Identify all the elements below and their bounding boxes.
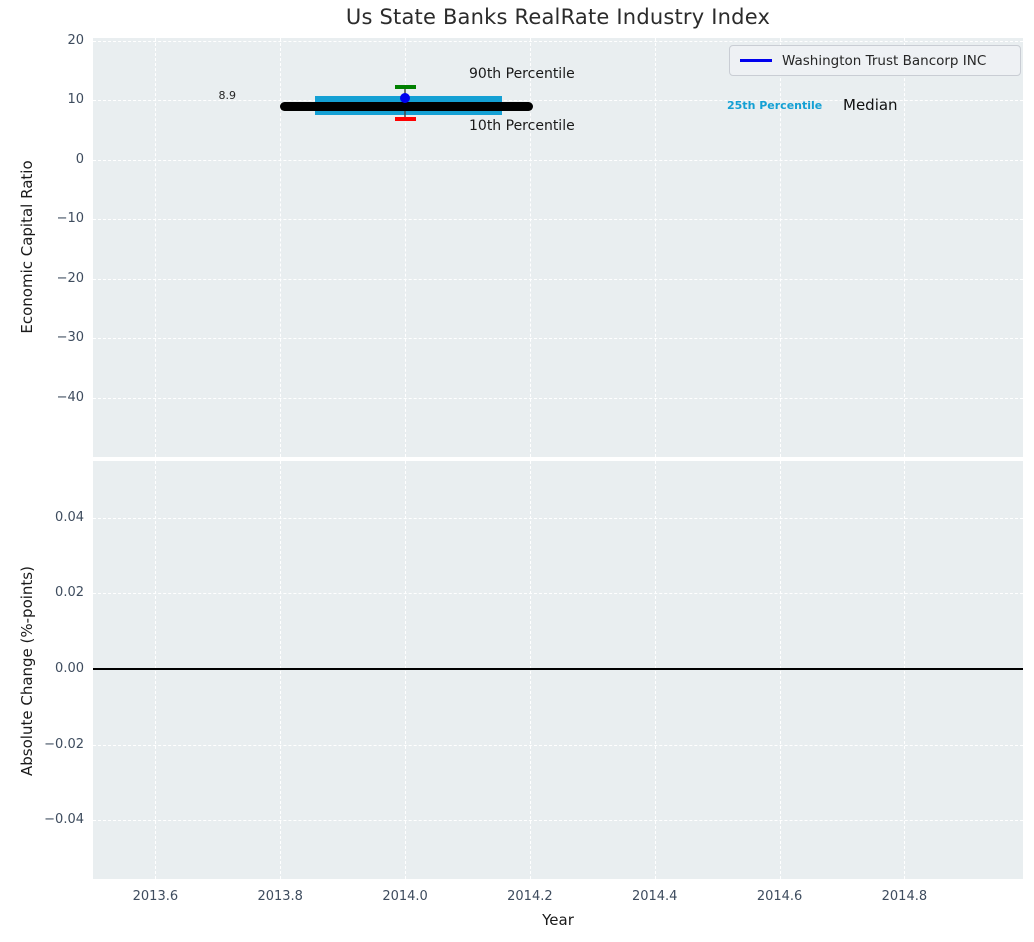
y-tick-label: −0.04 <box>44 812 84 828</box>
chart-title: Us State Banks RealRate Industry Index <box>345 5 771 29</box>
legend: Washington Trust Bancorp INC <box>729 45 1021 76</box>
x-tick-label: 2014.2 <box>507 889 553 904</box>
y-tick-label: 20 <box>67 33 84 48</box>
median-label: Median <box>843 96 898 114</box>
y-tick-label: 10 <box>67 92 84 108</box>
top-plot-area <box>93 38 1023 457</box>
top-y-axis-label: Economic Capital Ratio <box>18 160 36 334</box>
gridline-h <box>93 397 1023 399</box>
gridline-h <box>93 593 1023 595</box>
gridline-v <box>779 38 781 457</box>
percentile-25-label: 25th Percentile <box>727 99 823 112</box>
gridline-h <box>93 338 1023 340</box>
y-tick-label: 0.02 <box>55 585 84 601</box>
x-tick-label: 2013.6 <box>132 889 179 904</box>
company-data-point <box>400 93 411 103</box>
gridline-h <box>93 219 1023 221</box>
x-axis-label: Year <box>542 911 574 929</box>
y-tick-label: 0.04 <box>55 509 84 525</box>
y-tick-label: −20 <box>56 270 84 286</box>
percentile-10-label: 10th Percentile <box>469 118 575 134</box>
gridline-h <box>93 820 1023 822</box>
y-tick-label: 0.00 <box>55 661 84 677</box>
y-tick-label: −10 <box>56 211 84 227</box>
gridline-v <box>405 38 407 457</box>
median-value-label: 8.9 <box>218 89 237 102</box>
legend-line-sample <box>740 59 772 62</box>
x-tick-label: 2014.0 <box>382 889 428 904</box>
legend-label: Washington Trust Bancorp INC <box>782 52 987 69</box>
bottom-plot-area <box>93 461 1023 879</box>
gridline-h <box>93 159 1023 161</box>
x-tick-label: 2014.4 <box>631 889 678 904</box>
gridline-v <box>529 38 531 457</box>
gridline-h <box>93 278 1023 280</box>
median-line <box>280 102 533 112</box>
gridline-v <box>654 38 656 457</box>
gridline-h <box>93 100 1023 102</box>
gridline-h <box>93 41 1023 42</box>
x-tick-label: 2013.8 <box>257 889 303 904</box>
percentile-90-cap <box>394 85 416 89</box>
gridline-v <box>280 38 282 457</box>
y-tick-label: −40 <box>56 389 84 405</box>
x-tick-label: 2014.6 <box>756 889 803 904</box>
y-tick-label: −30 <box>56 330 84 346</box>
percentile-10-cap <box>394 117 416 121</box>
percentile-90-label: 90th Percentile <box>469 66 575 82</box>
y-tick-label: 0 <box>75 151 84 167</box>
y-tick-label: −0.02 <box>44 736 84 752</box>
gridline-h <box>93 744 1023 746</box>
gridline-v <box>155 38 157 457</box>
gridline-h <box>93 517 1023 519</box>
gridline-v <box>904 38 906 457</box>
zero-line <box>93 668 1023 671</box>
x-tick-label: 2014.8 <box>881 889 928 904</box>
